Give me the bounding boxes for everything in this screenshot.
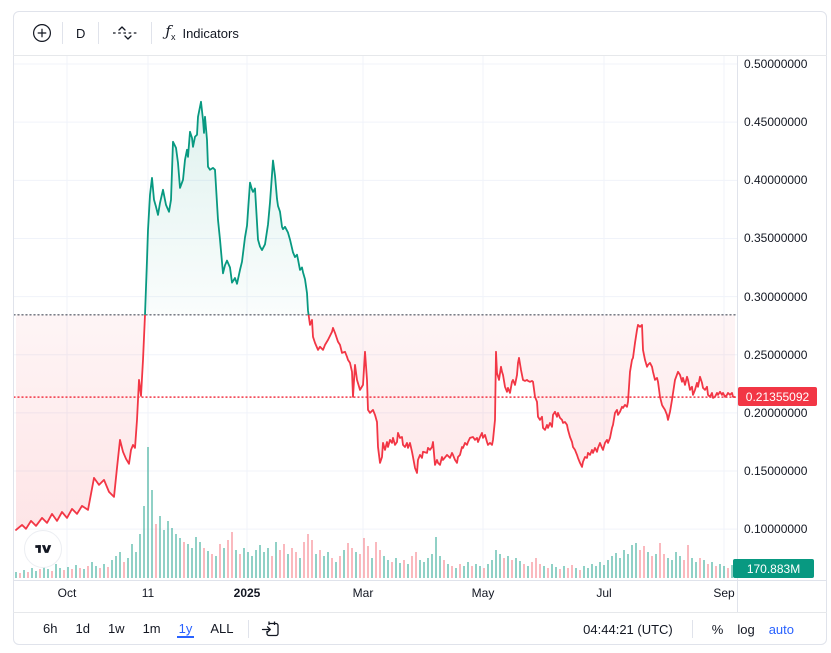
price-tick-label: 0.50000000 <box>744 57 808 72</box>
range-button-all[interactable]: ALL <box>210 621 234 636</box>
go-to-date-button[interactable] <box>261 619 282 640</box>
time-axis[interactable]: Oct 11 2025 Mar May Jul Sep <box>14 581 737 612</box>
log-scale-button[interactable]: log <box>730 620 761 639</box>
price-tick-label: 0.25000000 <box>744 347 808 362</box>
toolbar-divider <box>98 22 100 44</box>
date-range-switcher: 6h 1d 1w 1m 1y ALL <box>41 620 236 638</box>
compare-add-symbol-button[interactable] <box>22 17 62 49</box>
price-tick-label: 0.10000000 <box>744 522 808 537</box>
toolbar-divider <box>151 22 153 44</box>
bottom-toolbar: 6h 1d 1w 1m 1y ALL 04:44:21 (UTC) % log auto <box>13 612 827 645</box>
price-tick-label: 0.20000000 <box>744 405 808 420</box>
price-axis-border <box>737 56 738 612</box>
price-tick-label: 0.45000000 <box>744 115 808 130</box>
time-tick-label: Sep <box>713 586 735 600</box>
price-tick-label: 0.40000000 <box>744 173 808 188</box>
tradingview-logo[interactable] <box>24 530 62 568</box>
chart-style-button[interactable] <box>99 17 151 49</box>
percent-scale-button[interactable]: % <box>705 620 731 639</box>
toolbar-divider <box>62 22 63 44</box>
time-tick-label: Mar <box>352 586 374 600</box>
last-volume-label: 170.883M <box>733 559 814 578</box>
price-tick-label: 0.35000000 <box>744 231 808 246</box>
interval-button[interactable]: D <box>63 17 98 49</box>
range-button-1d[interactable]: 1d <box>75 621 90 636</box>
time-axis-border <box>14 580 827 581</box>
calendar-arrow-icon <box>261 619 282 640</box>
auto-scale-button[interactable]: auto <box>762 620 801 639</box>
time-tick-label: 2025 <box>233 586 261 600</box>
range-button-1w[interactable]: 1w <box>107 621 125 636</box>
indicators-label: Indicators <box>182 25 239 41</box>
toolbar-divider <box>247 620 249 638</box>
scale-controls: 04:44:21 (UTC) % log auto <box>576 620 801 639</box>
last-price-label: 0.21355092 <box>738 387 817 406</box>
baseline-chart-type-icon <box>112 24 138 42</box>
range-button-6h[interactable]: 6h <box>43 621 58 636</box>
time-tick-label: 11 <box>141 586 155 600</box>
chart-plot-area[interactable] <box>14 56 737 580</box>
price-tick-label: 0.15000000 <box>744 464 808 479</box>
time-tick-label: May <box>471 586 495 600</box>
price-tick-label: 0.30000000 <box>744 289 808 304</box>
time-tick-label: Oct <box>57 586 77 600</box>
indicators-button[interactable]: ƒx Indicators <box>152 17 251 49</box>
price-volume-chart <box>14 56 737 580</box>
clock-utc-button[interactable]: 04:44:21 (UTC) <box>576 620 680 639</box>
price-axis[interactable]: 0.50000000 0.45000000 0.40000000 0.35000000… <box>738 56 827 580</box>
toolbar-divider <box>691 620 693 638</box>
interval-label: D <box>76 25 86 41</box>
range-button-1y[interactable]: 1y <box>176 621 195 638</box>
plus-circle-icon <box>32 23 52 43</box>
top-toolbar: D ƒx Indicators <box>13 11 827 56</box>
tradingview-logo-icon <box>35 545 52 553</box>
time-tick-label: Jul <box>596 586 612 600</box>
function-fx-icon: ƒx <box>165 22 176 42</box>
range-button-1m[interactable]: 1m <box>142 621 161 636</box>
